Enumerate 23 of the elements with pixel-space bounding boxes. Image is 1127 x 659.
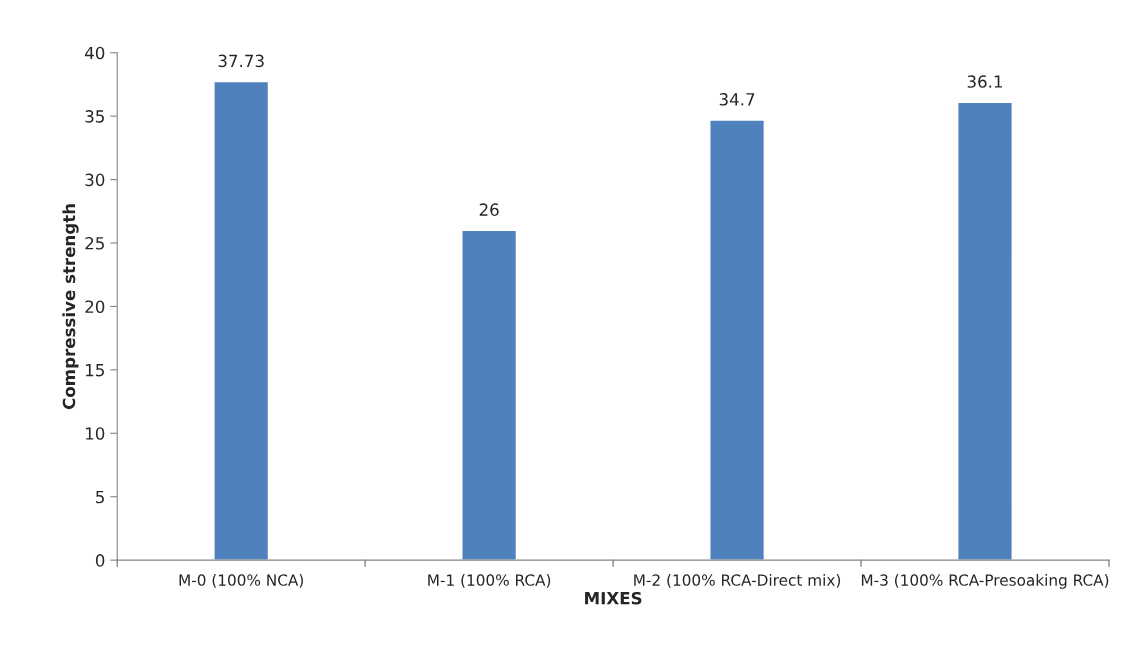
- data-label: 37.73: [218, 54, 264, 68]
- bar: [957, 101, 1013, 561]
- y-tick-label: 0: [95, 554, 105, 567]
- data-label: 34.7: [719, 93, 755, 106]
- y-tick-label: 40: [85, 46, 105, 60]
- bar: [461, 229, 518, 561]
- y-tick-label: 15: [86, 364, 104, 377]
- y-tick-label: 20: [85, 300, 105, 313]
- x-tick-label: M-2 (100% RCA-Direct mix): [634, 574, 841, 588]
- x-tick-label: M-3 (100% RCA-Presoaking RCA): [861, 574, 1109, 589]
- y-tick-label: 25: [85, 236, 104, 250]
- y-axis-title: Compressive strength: [62, 204, 79, 410]
- data-label: 26: [479, 203, 499, 216]
- data-label: 36.1: [967, 75, 1003, 88]
- y-tick-label: 10: [86, 427, 105, 440]
- y-tick-label: 5: [96, 490, 104, 504]
- y-tick-label: 30: [85, 173, 105, 187]
- x-tick-label: M-1 (100% RCA): [428, 574, 551, 588]
- y-tick-label: 35: [85, 110, 104, 123]
- bar: [709, 119, 766, 561]
- x-tick-label: M-0 (100% NCA): [179, 574, 303, 588]
- x-axis-title: MIXES: [585, 591, 642, 605]
- bar: [213, 80, 270, 561]
